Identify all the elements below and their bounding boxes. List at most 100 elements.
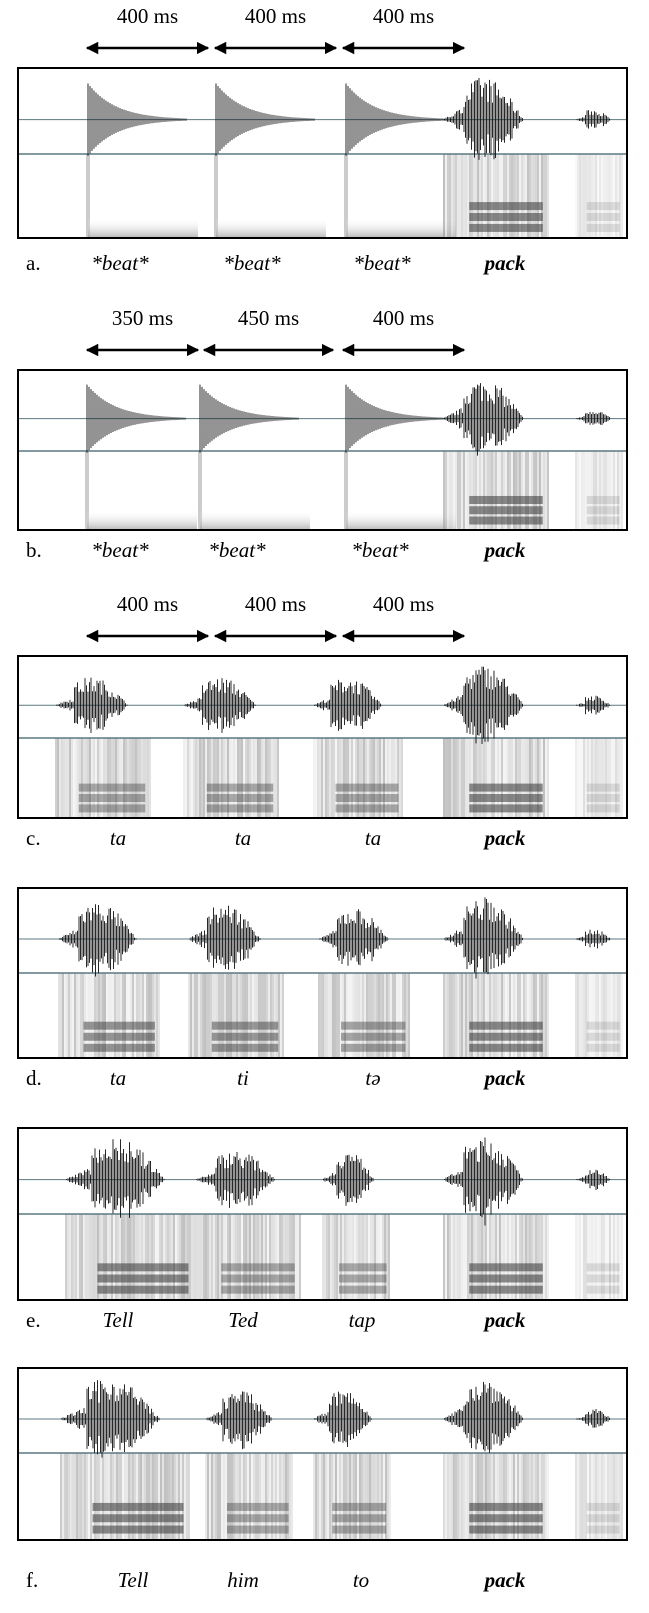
spectrogram-column (195, 738, 197, 818)
spectrogram-column (621, 1214, 623, 1300)
spectrogram-column (445, 154, 447, 238)
spectrogram-column (81, 1214, 83, 1300)
spectrogram-column (209, 1453, 211, 1540)
formant-band (587, 213, 620, 221)
waveform (575, 1409, 622, 1428)
spectrogram-column (322, 973, 324, 1058)
spectrogram-column (461, 738, 463, 818)
formant-band (587, 506, 620, 514)
spectrogram-column (185, 738, 187, 818)
interval-label: 400 ms (373, 592, 434, 616)
spectrogram-column (84, 1453, 86, 1540)
formant-band (587, 1503, 620, 1511)
spectrogram-column (449, 154, 451, 238)
formant-band (79, 784, 146, 792)
spectrogram-column (579, 1453, 581, 1540)
spectrogram-column (467, 973, 469, 1058)
spectrogram-column (389, 1453, 391, 1540)
spectrogram-column (198, 973, 200, 1058)
spectrogram-column (215, 1453, 217, 1540)
spectrogram-column (158, 973, 160, 1058)
spectrogram-column (401, 738, 403, 818)
spectrogram-column (453, 1214, 455, 1300)
spectrogram-column (93, 1214, 95, 1300)
spectrogram-column (547, 1453, 549, 1540)
spectrogram-column (223, 1453, 225, 1540)
formant-band (469, 202, 543, 210)
spectrogram-column (80, 1453, 82, 1540)
spectrogram-column (443, 1214, 445, 1300)
spectrogram-column (451, 738, 453, 818)
spectrogram-column (324, 1214, 326, 1300)
spectrogram-column (575, 1214, 577, 1300)
formant-band (587, 1044, 620, 1052)
word-label: to (353, 1568, 369, 1592)
spectrogram-column (465, 451, 467, 530)
waveform (443, 1382, 547, 1453)
word-label: pack (483, 826, 526, 850)
word-label: *beat* (353, 251, 411, 275)
spectrogram-column (200, 973, 202, 1058)
spectrogram-column (317, 738, 319, 818)
spectrogram-column (585, 1453, 587, 1540)
formant-band (221, 1275, 295, 1283)
spectrogram-column (326, 1214, 328, 1300)
spectrogram-column (328, 973, 330, 1058)
spectrogram-column (459, 154, 461, 238)
spectrogram-column (60, 973, 62, 1058)
spectrogram-column (579, 1214, 581, 1300)
formant-band (207, 804, 274, 812)
waveform (443, 383, 547, 456)
spectrogram-column (545, 1214, 547, 1300)
formant-band (587, 804, 620, 812)
spectrogram-column (70, 973, 72, 1058)
spectrogram-column (443, 973, 445, 1058)
spectrogram-column (79, 1214, 81, 1300)
spectrogram-column (72, 1453, 74, 1540)
spectrogram-column (73, 1214, 75, 1300)
spectrogram-column (583, 1214, 585, 1300)
waveform (443, 78, 547, 160)
formant-band (207, 794, 274, 802)
word-label: *beat* (208, 538, 266, 562)
spectrogram-column (297, 1214, 299, 1300)
spectrogram-column (210, 973, 212, 1058)
formant-band (332, 1526, 386, 1534)
spectrogram-column (65, 1214, 67, 1300)
spectrogram-column (201, 738, 203, 818)
figure: 400 ms400 ms400 msa.*beat**beat**beat*pa… (0, 0, 649, 1613)
spectrogram-column (207, 1453, 209, 1540)
formant-band (469, 1022, 543, 1030)
formant-band (587, 1022, 620, 1030)
spectrogram-column (299, 1214, 301, 1300)
spectrogram-column (183, 738, 185, 818)
spectrogram-column (205, 738, 207, 818)
spectrogram-column (321, 738, 323, 818)
spectrogram-column (69, 1214, 71, 1300)
spectrogram-column (547, 451, 549, 530)
interval-label: 400 ms (117, 592, 178, 616)
formant-band (469, 794, 543, 802)
spectrogram-column (445, 1453, 447, 1540)
spectrogram-column (387, 1453, 389, 1540)
panel: 400 ms400 ms400 msc.tatatapack (18, 592, 627, 850)
spectrogram-column (575, 738, 577, 818)
spectrogram-column (463, 738, 465, 818)
spectrogram-column (453, 738, 455, 818)
spectrogram-column (465, 1214, 467, 1300)
spectrogram-column (80, 973, 82, 1058)
spectrogram-column (205, 1453, 207, 1540)
spectrogram-column (451, 451, 453, 530)
formant-band (587, 784, 620, 792)
word-label: tə (365, 1066, 380, 1090)
spectrogram-column (147, 738, 149, 818)
spectrogram-tail (216, 218, 326, 238)
spectrogram-column (545, 738, 547, 818)
spectrogram-column (313, 1453, 315, 1540)
spectrogram-column (336, 973, 338, 1058)
formant-band (341, 1044, 405, 1052)
spectrogram-column (543, 451, 545, 530)
panel-letter: b. (26, 538, 42, 562)
formant-band (98, 1263, 189, 1271)
spectrogram-column (455, 451, 457, 530)
